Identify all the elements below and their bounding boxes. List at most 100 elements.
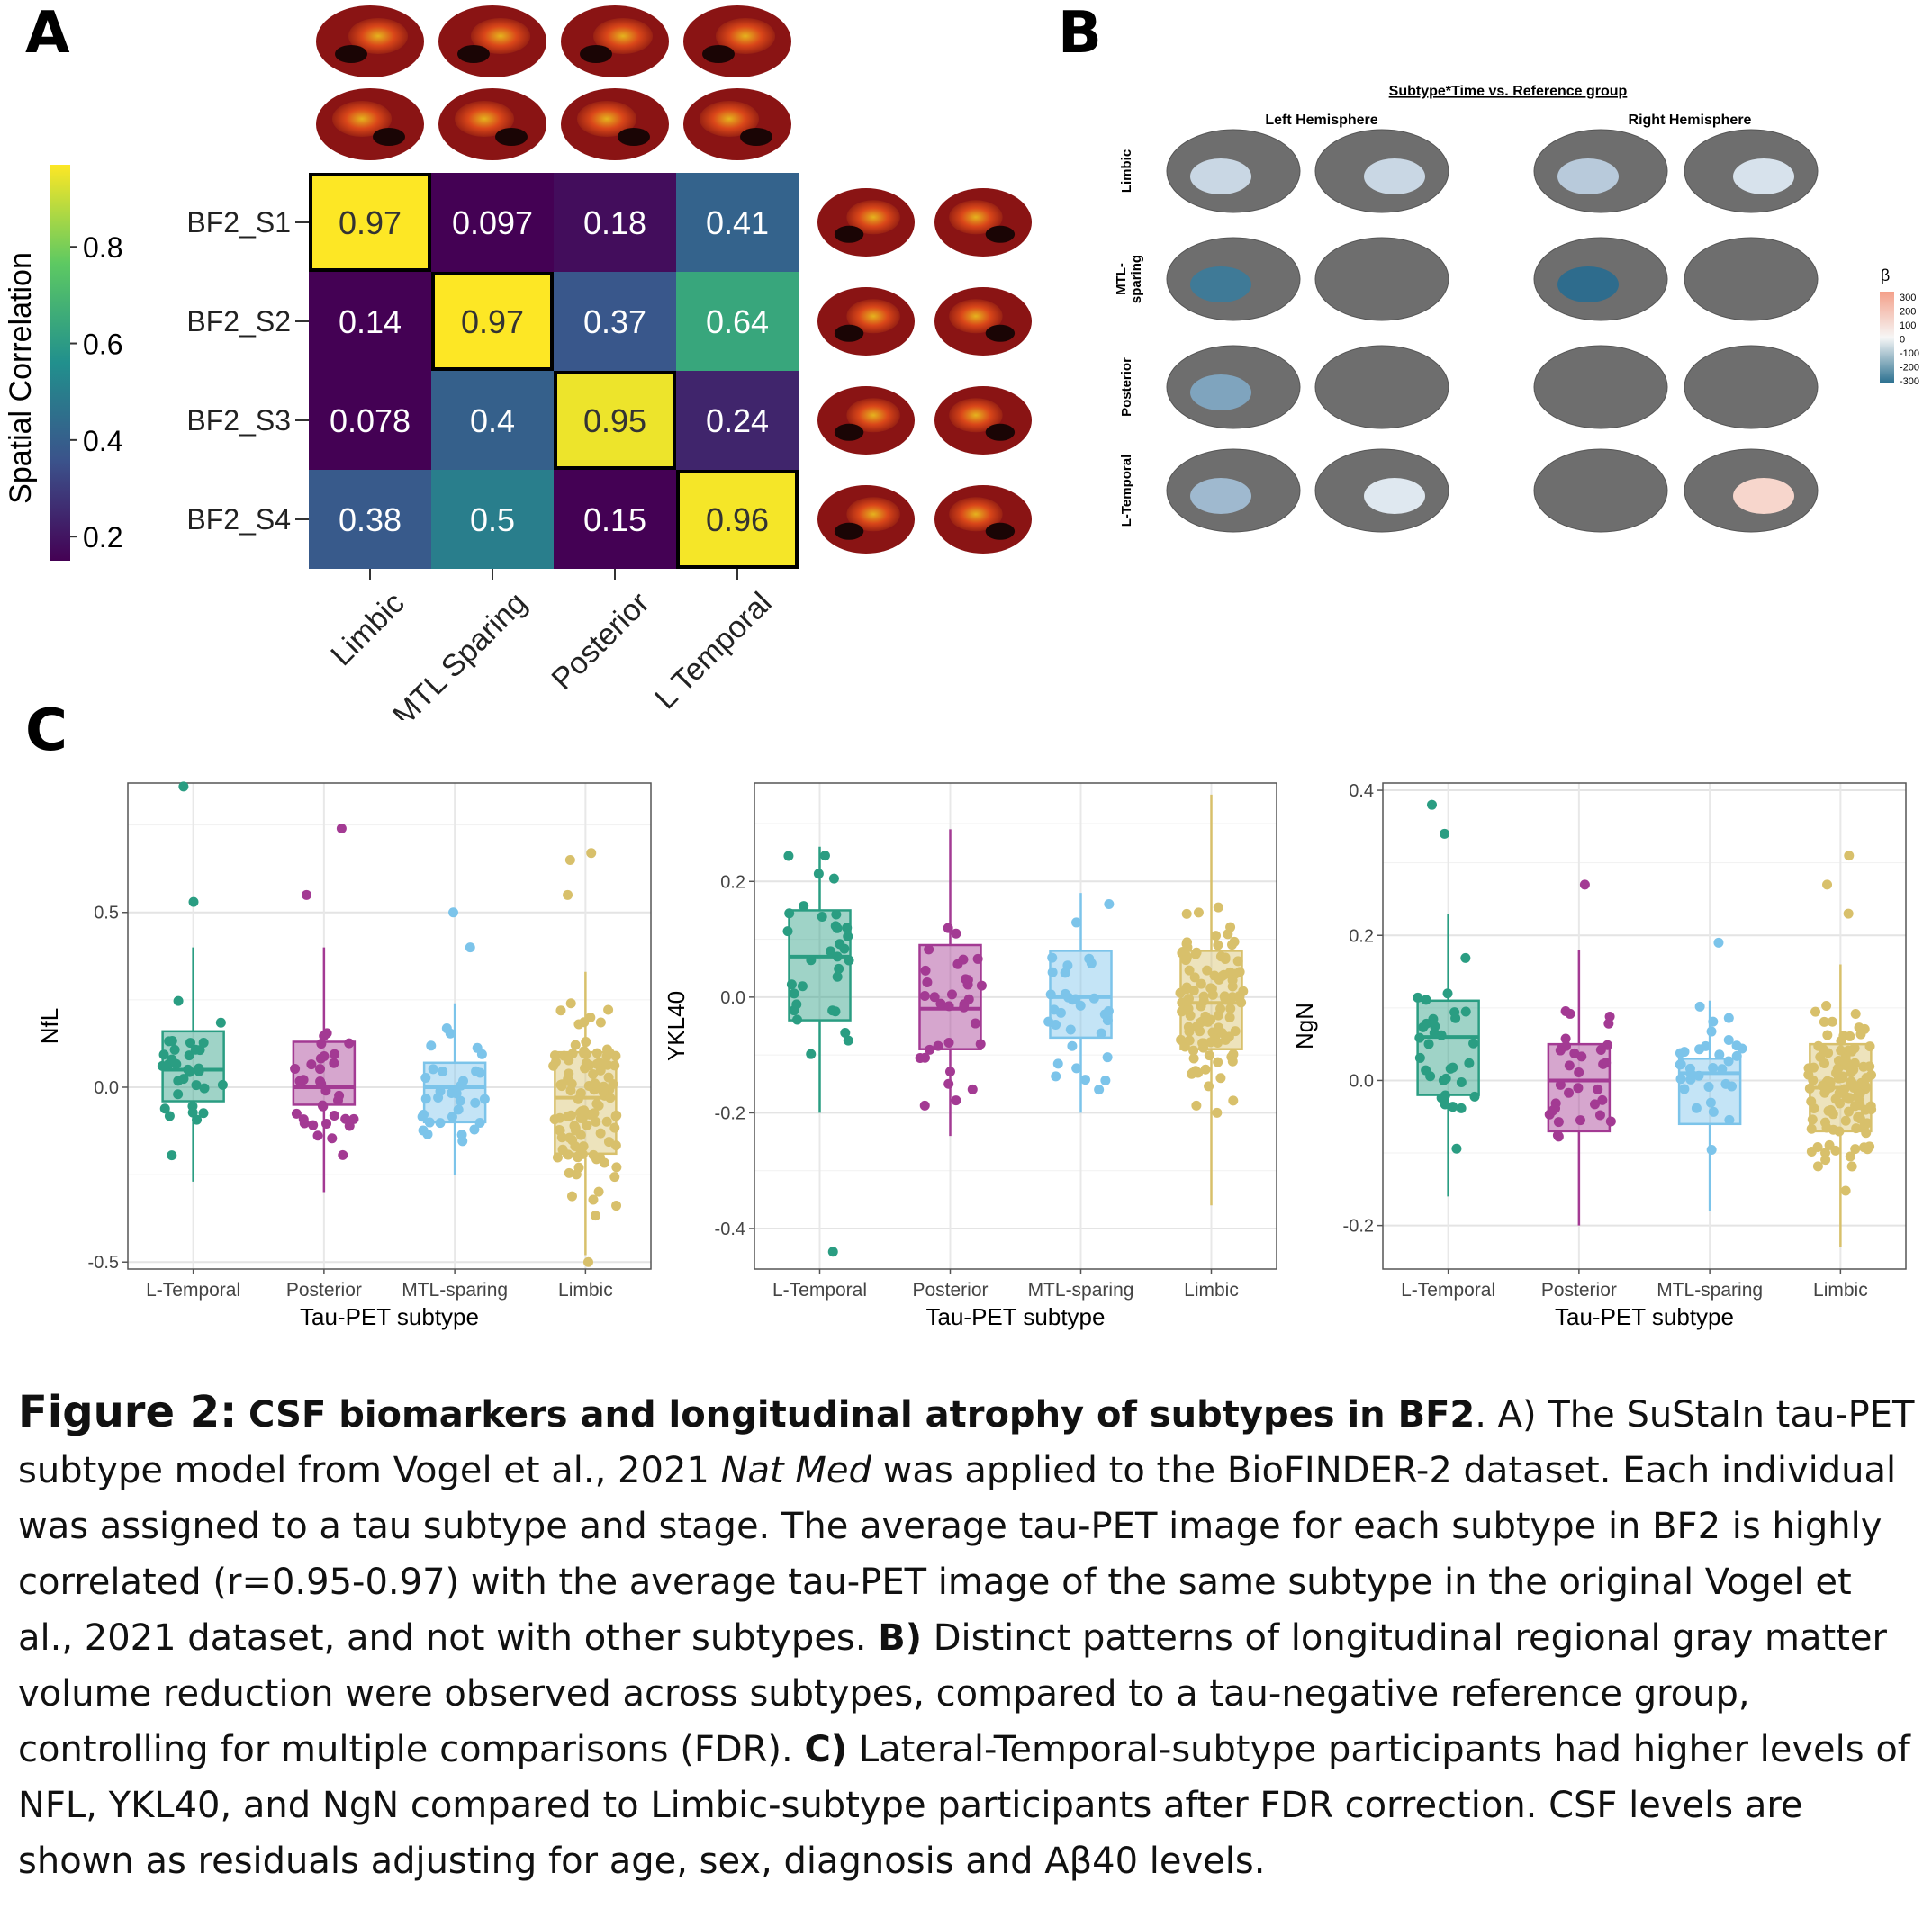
x-tick-label: L-Temporal bbox=[772, 1280, 867, 1301]
data-point bbox=[451, 1088, 462, 1099]
brain-surface-image bbox=[438, 88, 546, 160]
heatmap-cell bbox=[554, 470, 676, 569]
data-point bbox=[1823, 1048, 1834, 1058]
data-point bbox=[603, 1137, 614, 1148]
data-point bbox=[1693, 1070, 1704, 1081]
data-point bbox=[344, 1121, 355, 1131]
y-tick-label: 0.4 bbox=[1349, 781, 1374, 801]
data-point bbox=[961, 974, 971, 985]
data-point bbox=[549, 1114, 560, 1125]
data-point bbox=[1067, 1040, 1078, 1051]
heatmap-row-label: BF2_S1 bbox=[186, 206, 291, 239]
brain-atrophy-map bbox=[1314, 345, 1449, 429]
brain-atrophy-map bbox=[1166, 237, 1301, 321]
heatmap-cell bbox=[676, 173, 799, 272]
data-point bbox=[579, 1017, 590, 1028]
data-point bbox=[601, 1116, 612, 1127]
data-point bbox=[1727, 1081, 1738, 1092]
data-point bbox=[817, 912, 827, 923]
data-point bbox=[1708, 1016, 1719, 1027]
brain-atrophy-map bbox=[1684, 237, 1819, 321]
right-hemisphere-label: Right Hemisphere bbox=[1629, 113, 1752, 128]
data-point bbox=[1552, 1130, 1563, 1140]
brain-atrophy-map bbox=[1314, 237, 1449, 321]
panel-b-row-label: Posterior bbox=[1119, 357, 1134, 417]
data-point bbox=[1227, 1056, 1238, 1067]
data-point bbox=[1234, 990, 1245, 1001]
data-point bbox=[420, 1094, 431, 1104]
x-tick-label: Limbic bbox=[558, 1280, 613, 1301]
brain-surface-image bbox=[817, 188, 915, 257]
data-point bbox=[1843, 1106, 1854, 1117]
heatmap-cell bbox=[431, 371, 554, 470]
outlier-point bbox=[178, 781, 189, 792]
data-point bbox=[158, 1049, 169, 1060]
data-point bbox=[1836, 1045, 1846, 1056]
data-point bbox=[1440, 1073, 1451, 1084]
data-point bbox=[428, 1064, 438, 1075]
brain-surface-image bbox=[316, 88, 424, 160]
x-tick-label: MTL-sparing bbox=[402, 1280, 508, 1301]
heatmap-cell bbox=[676, 272, 799, 371]
beta-legend-tick: 0 bbox=[1900, 335, 1905, 346]
outlier-point bbox=[465, 942, 475, 953]
data-point bbox=[1684, 1063, 1695, 1074]
brain-surface-image bbox=[817, 386, 915, 455]
y-tick-label: 0.2 bbox=[720, 872, 745, 892]
plot-frame bbox=[1382, 782, 1907, 1270]
heatmap-value: 0.38 bbox=[339, 501, 402, 538]
data-point bbox=[929, 992, 940, 1003]
data-point bbox=[588, 1069, 599, 1080]
data-point bbox=[834, 963, 844, 974]
data-point bbox=[555, 1005, 566, 1016]
caption-part-a: . A) The SuStaIn tau-PET subtype model f… bbox=[18, 1394, 1915, 1491]
panel-b-title: Subtype*Time vs. Reference group bbox=[1389, 84, 1628, 99]
data-point bbox=[564, 1055, 574, 1066]
beta-legend-tick: 200 bbox=[1900, 307, 1916, 318]
data-point bbox=[972, 953, 983, 964]
data-point bbox=[564, 1068, 574, 1079]
data-point bbox=[1685, 1074, 1696, 1085]
data-point bbox=[185, 1038, 195, 1049]
brain-atrophy-map bbox=[1533, 345, 1668, 429]
data-point bbox=[1820, 1148, 1831, 1158]
data-point bbox=[1187, 1067, 1198, 1078]
data-point bbox=[183, 1064, 194, 1075]
data-point bbox=[556, 1132, 567, 1143]
data-point bbox=[1731, 1040, 1742, 1051]
data-point bbox=[169, 1044, 180, 1055]
data-point bbox=[1469, 1091, 1480, 1102]
data-point bbox=[556, 1079, 567, 1090]
data-point bbox=[1818, 1080, 1828, 1091]
data-point bbox=[925, 1044, 935, 1055]
data-point bbox=[609, 1122, 620, 1133]
x-tick-label: L-Temporal bbox=[146, 1280, 240, 1301]
data-point bbox=[1450, 1013, 1461, 1023]
heatmap-value: 0.37 bbox=[583, 303, 646, 340]
data-point bbox=[976, 980, 987, 991]
heatmap-cell bbox=[554, 371, 676, 470]
data-point bbox=[1191, 947, 1202, 958]
y-axis-label: YKL40 bbox=[663, 991, 690, 1061]
data-point bbox=[1414, 1032, 1425, 1043]
data-point bbox=[1806, 1123, 1817, 1134]
data-point bbox=[1708, 1062, 1719, 1073]
data-point bbox=[593, 1186, 604, 1197]
data-point bbox=[828, 873, 839, 884]
data-point bbox=[1204, 1081, 1214, 1092]
data-point bbox=[959, 999, 970, 1010]
heatmap-cell bbox=[431, 272, 554, 371]
heatmap-col-label: Limbic bbox=[324, 586, 411, 672]
data-point bbox=[1052, 1058, 1063, 1069]
data-point bbox=[1468, 1038, 1479, 1049]
data-point bbox=[422, 1129, 433, 1139]
data-point bbox=[1188, 1053, 1199, 1064]
heatmap-cell bbox=[554, 272, 676, 371]
data-point bbox=[1575, 1115, 1585, 1126]
y-tick-label: 0.0 bbox=[94, 1078, 119, 1098]
data-point bbox=[924, 944, 934, 955]
data-point bbox=[611, 1162, 622, 1173]
data-point bbox=[603, 1004, 614, 1015]
data-point bbox=[831, 909, 842, 920]
data-point bbox=[1103, 1005, 1114, 1016]
